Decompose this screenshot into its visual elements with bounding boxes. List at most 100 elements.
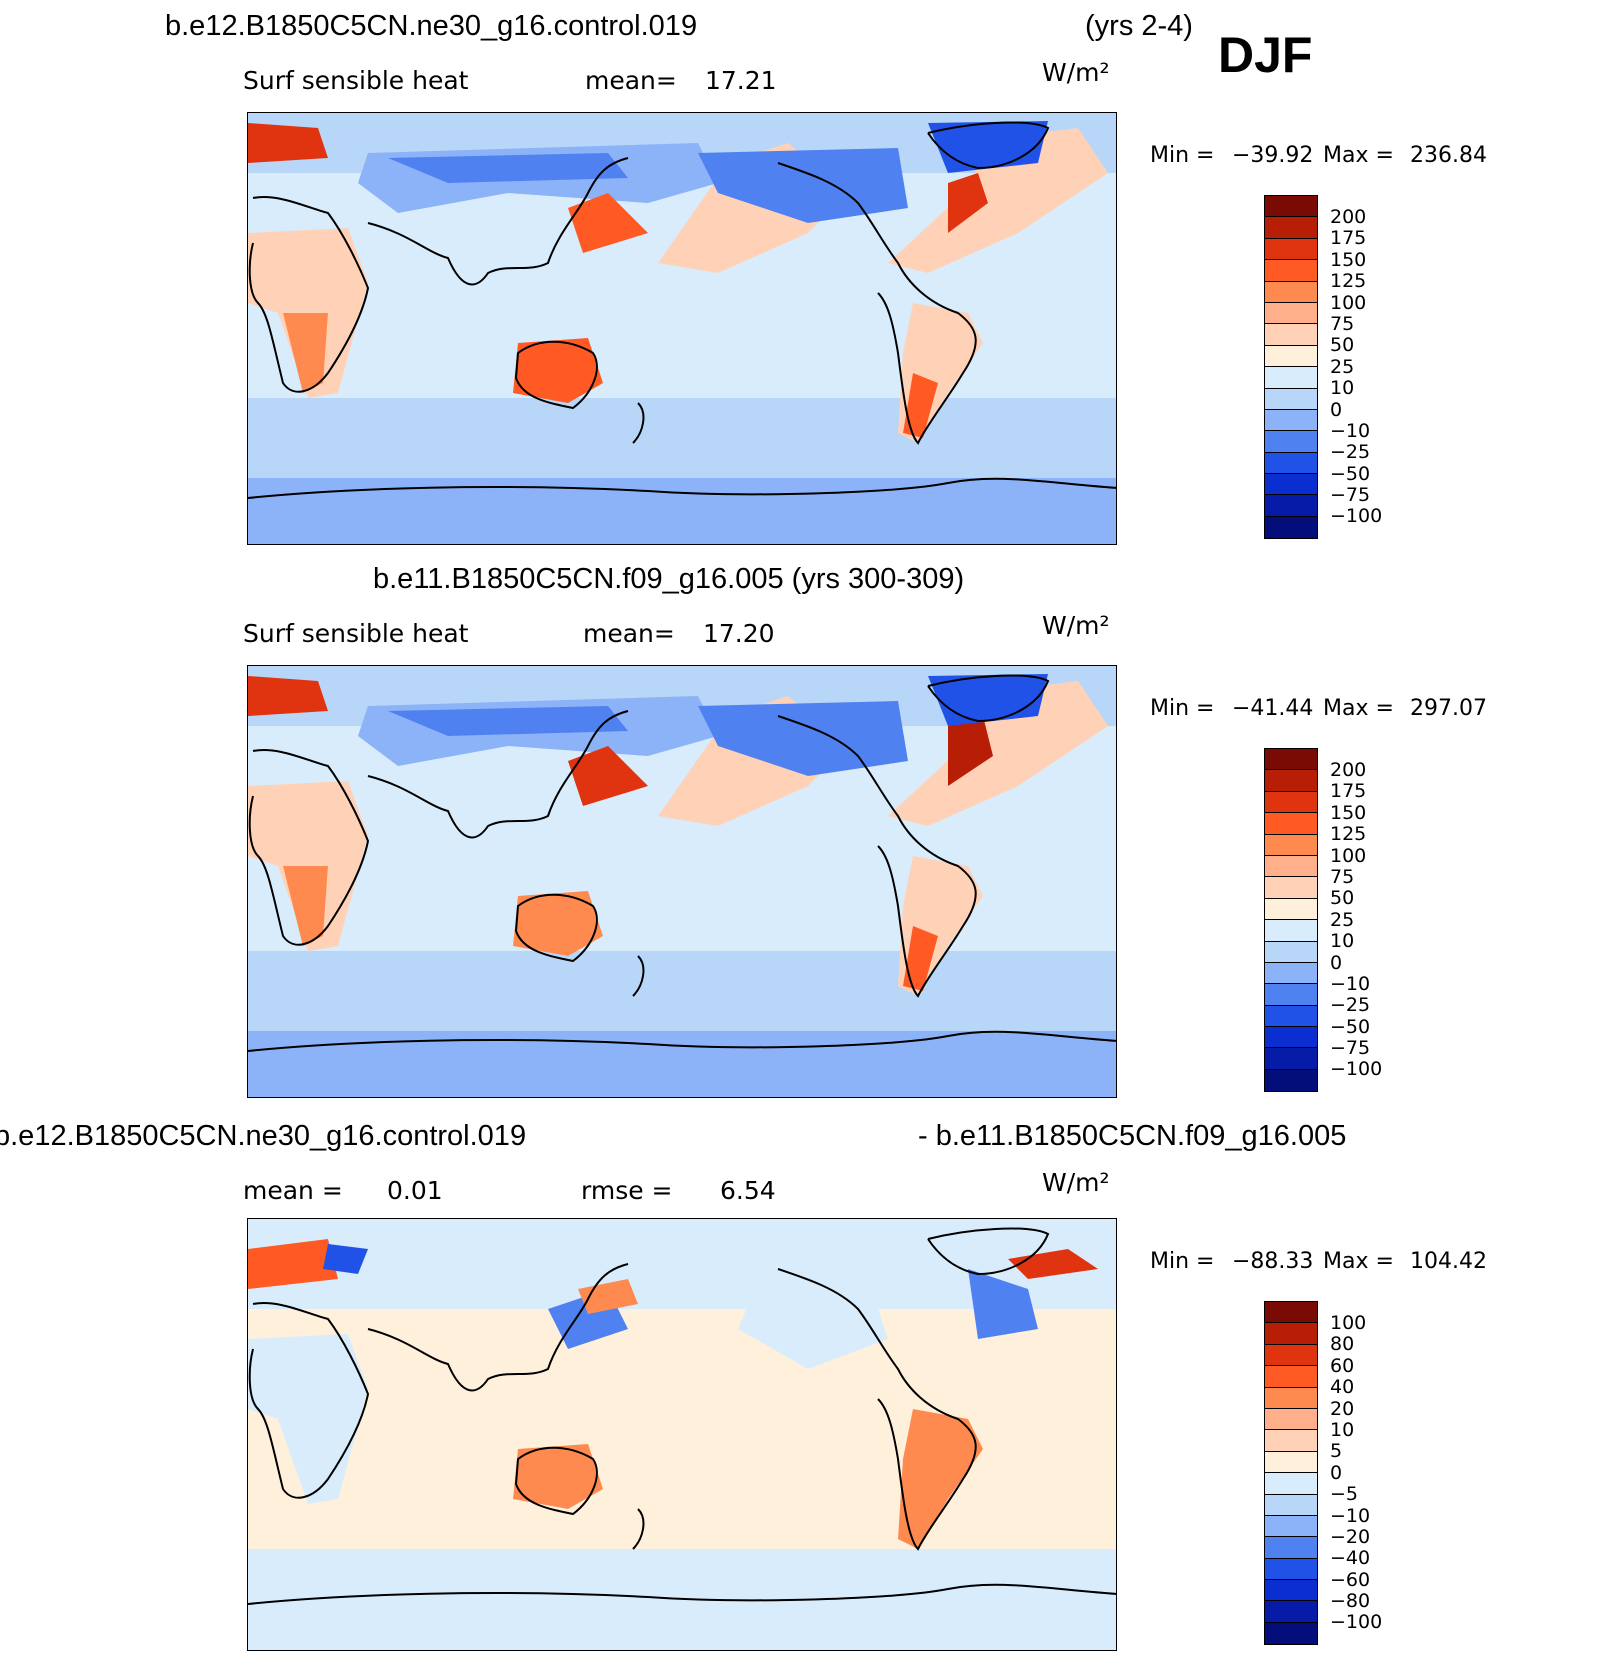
p1-level: −50 [1330, 462, 1371, 485]
new-zealand-coast [632, 955, 645, 997]
colorbar-segment [1265, 431, 1317, 453]
colorbar-segment [1265, 1408, 1317, 1431]
panel1-map-svg [248, 113, 1116, 544]
norwegian-sea-hotspot [248, 676, 328, 716]
africa-coast [248, 1302, 370, 1499]
panel2-colorbar [1264, 748, 1318, 1093]
argentina-hotspot [903, 926, 938, 991]
panel2-max-value: 297.07 [1410, 696, 1487, 721]
southern-band [248, 398, 1116, 478]
colorbar-segment [1265, 834, 1317, 856]
coastlines [248, 1227, 1116, 1605]
p1-level: −25 [1330, 441, 1371, 464]
colorbar-segment [1265, 1601, 1317, 1623]
antarctica-coast [248, 1583, 1116, 1605]
colorbar-segment [1265, 1537, 1317, 1559]
panel2-colorbar-labels: 200 175 150 125 100 75 50 25 10 0 −10 −2… [1330, 759, 1382, 1081]
colorbar-segment [1265, 1558, 1317, 1581]
p1-level: 200 [1330, 206, 1367, 228]
antarctic-band [248, 478, 1116, 544]
p1-level: 10 [1330, 377, 1355, 400]
colorbar-segment [1265, 367, 1317, 389]
southern-band [248, 951, 1116, 1031]
colorbar-segment [1265, 345, 1317, 368]
p2-level: 200 [1330, 759, 1367, 781]
p2-level: 25 [1330, 908, 1355, 931]
southern-africa-hotspot [283, 866, 328, 946]
colorbar-segment [1265, 791, 1317, 814]
panel2-case-title: b.e11.B1850C5CN.f09_g16.005 (yrs 300-309… [373, 563, 965, 595]
colorbar-segment [1265, 962, 1317, 985]
colorbar-segment [1265, 1323, 1317, 1345]
siberia-field [388, 706, 628, 736]
p3-level: −60 [1330, 1568, 1371, 1591]
panel1-years: (yrs 2-4) [1085, 10, 1193, 42]
greenland-coast [927, 674, 1050, 723]
panel2-max-label: Max = [1323, 696, 1394, 721]
colorbar-segment [1265, 260, 1317, 282]
p1-level: 0 [1330, 398, 1343, 421]
panel1-max-value: 236.84 [1410, 143, 1487, 168]
panel2-mean-label: mean= [583, 619, 675, 648]
panel3-rmse-label: rmse = [581, 1176, 673, 1205]
p3-level: 60 [1330, 1354, 1355, 1377]
panel3-mean-label: mean = [243, 1176, 343, 1205]
colorbar-segment [1265, 388, 1317, 410]
panel2-min-value: −41.44 [1232, 696, 1314, 721]
panel3-min-value: −88.33 [1232, 1249, 1314, 1274]
labrador-hotspot [948, 173, 988, 233]
colorbar-segment [1265, 1515, 1317, 1538]
p1-level: 150 [1330, 248, 1367, 271]
colorbar-segment [1265, 516, 1317, 539]
p2-level: 10 [1330, 930, 1355, 953]
colorbar-segment [1265, 1451, 1317, 1474]
panel3-map-svg [248, 1219, 1116, 1650]
colorbar-segment [1265, 1048, 1317, 1070]
p2-level: −75 [1330, 1037, 1371, 1060]
colorbar-segment [1265, 877, 1317, 899]
p3-level: 100 [1330, 1312, 1367, 1334]
panel3-case-left: b.e12.B1850C5CN.ne30_g16.control.019 [0, 1120, 527, 1152]
argentina-hotspot [903, 373, 938, 438]
p2-level: −10 [1330, 972, 1371, 995]
colorbar-segment [1265, 749, 1317, 771]
p2-level: 75 [1330, 865, 1355, 888]
p3-level: −80 [1330, 1590, 1371, 1613]
p2-level: 150 [1330, 801, 1367, 824]
p1-level: 125 [1330, 270, 1367, 293]
panel3-rmse-value: 6.54 [720, 1176, 776, 1205]
north-america-field [698, 701, 908, 776]
gulfstream-coldspot [968, 1269, 1038, 1339]
siberia-field [388, 153, 628, 183]
panel2-map-svg [248, 666, 1116, 1097]
p3-level: −5 [1330, 1483, 1359, 1506]
gulfstream-field [888, 128, 1108, 273]
norwegian-sea-hotspot [248, 123, 328, 163]
p1-level: −10 [1330, 419, 1371, 442]
north-pacific-field [738, 1259, 888, 1369]
p1-level: 50 [1330, 334, 1355, 357]
panel1-colorbar-labels: 200 175 150 125 100 75 50 25 10 0 −10 −2… [1330, 206, 1382, 528]
p1-level: 25 [1330, 355, 1355, 378]
asia-coast [367, 157, 629, 286]
panel3-max-label: Max = [1323, 1249, 1394, 1274]
p2-level: 0 [1330, 951, 1343, 974]
australia-coast [514, 893, 598, 963]
southern-band [248, 1549, 1116, 1650]
northern-band [248, 1219, 1116, 1309]
antarctica-coast [248, 477, 1116, 499]
colorbar-segment [1265, 1494, 1317, 1516]
gulfstream-field [888, 681, 1108, 826]
panel1-case-title: b.e12.B1850C5CN.ne30_g16.control.019 [165, 10, 698, 42]
africa-coast [248, 196, 370, 393]
panel1-min-label: Min = [1150, 143, 1215, 168]
americas-coast [777, 715, 977, 998]
p1-level: 175 [1330, 227, 1367, 250]
panel1-mean-value: 17.21 [705, 66, 777, 95]
antarctic-band [248, 1031, 1116, 1097]
panel3-map [247, 1218, 1117, 1651]
colorbar-segment [1265, 1069, 1317, 1092]
australia-hotspot [513, 891, 603, 956]
okhotsk-hotspot [578, 1279, 638, 1314]
p3-level: 0 [1330, 1461, 1343, 1484]
